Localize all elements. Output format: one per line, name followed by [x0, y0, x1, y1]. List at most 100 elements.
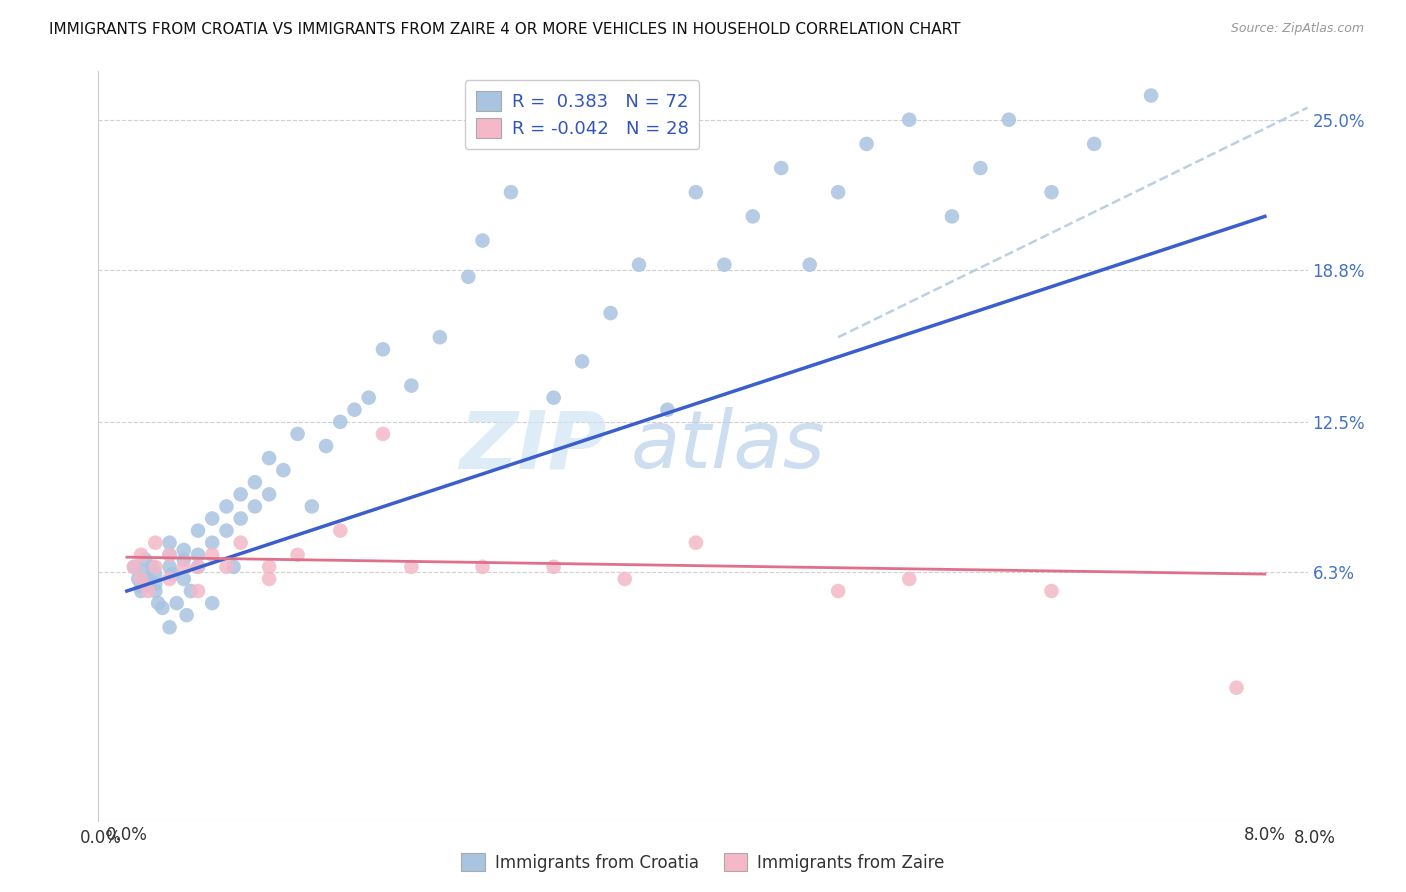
Point: [998, 112, 1021, 127]
Point: [129, 548, 152, 562]
Point: [159, 548, 181, 562]
Point: [215, 559, 238, 574]
Point: [657, 402, 679, 417]
Point: [129, 579, 152, 593]
Point: [180, 584, 202, 599]
Point: [741, 210, 763, 224]
Point: [229, 511, 252, 525]
Point: [257, 559, 280, 574]
Point: [173, 543, 195, 558]
Point: [371, 343, 394, 357]
Point: [201, 535, 224, 549]
Point: [457, 269, 479, 284]
Point: [215, 500, 238, 514]
Text: 8.0%: 8.0%: [1294, 829, 1336, 847]
Point: [159, 548, 181, 562]
Point: [401, 378, 423, 392]
Point: [136, 572, 159, 586]
Point: [1225, 681, 1247, 695]
Point: [827, 584, 849, 599]
Point: [127, 572, 149, 586]
Point: [122, 559, 145, 574]
Point: [287, 548, 309, 562]
Point: [201, 548, 224, 562]
Point: [898, 572, 921, 586]
Point: [129, 584, 152, 599]
Point: [1040, 185, 1063, 199]
Point: [146, 596, 169, 610]
Point: [685, 535, 707, 549]
Point: [141, 559, 163, 574]
Point: [343, 402, 366, 417]
Point: [222, 559, 245, 574]
Point: [143, 559, 166, 574]
Point: [471, 559, 494, 574]
Point: [159, 535, 181, 549]
Point: [136, 576, 159, 591]
Point: [543, 559, 565, 574]
Point: [162, 567, 184, 582]
Point: [770, 161, 793, 175]
Point: [329, 524, 352, 538]
Point: [499, 185, 522, 199]
Point: [173, 552, 195, 566]
Point: [273, 463, 295, 477]
Point: [941, 210, 963, 224]
Point: [229, 487, 252, 501]
Text: Source: ZipAtlas.com: Source: ZipAtlas.com: [1230, 22, 1364, 36]
Point: [201, 596, 224, 610]
Point: [122, 559, 145, 574]
Point: [143, 535, 166, 549]
Point: [166, 596, 188, 610]
Point: [132, 565, 155, 579]
Point: [613, 572, 636, 586]
Point: [257, 572, 280, 586]
Point: [176, 608, 198, 623]
Point: [187, 559, 209, 574]
Point: [357, 391, 380, 405]
Point: [152, 601, 174, 615]
Text: IMMIGRANTS FROM CROATIA VS IMMIGRANTS FROM ZAIRE 4 OR MORE VEHICLES IN HOUSEHOLD: IMMIGRANTS FROM CROATIA VS IMMIGRANTS FR…: [49, 22, 960, 37]
Point: [136, 584, 159, 599]
Point: [401, 559, 423, 574]
Point: [187, 584, 209, 599]
Point: [201, 511, 224, 525]
Point: [215, 524, 238, 538]
Point: [713, 258, 735, 272]
Point: [229, 535, 252, 549]
Point: [159, 559, 181, 574]
Point: [287, 426, 309, 441]
Point: [1140, 88, 1163, 103]
Point: [471, 234, 494, 248]
Point: [143, 576, 166, 591]
Point: [855, 136, 877, 151]
Point: [134, 552, 156, 566]
Text: 0.0%: 0.0%: [80, 829, 122, 847]
Point: [187, 524, 209, 538]
Point: [1040, 584, 1063, 599]
Point: [173, 572, 195, 586]
Point: [243, 475, 266, 490]
Point: [571, 354, 593, 368]
Legend: Immigrants from Croatia, Immigrants from Zaire: Immigrants from Croatia, Immigrants from…: [453, 845, 953, 880]
Point: [173, 559, 195, 574]
Text: atlas: atlas: [630, 407, 825, 485]
Point: [159, 620, 181, 634]
Point: [543, 391, 565, 405]
Point: [627, 258, 650, 272]
Point: [429, 330, 451, 344]
Point: [1083, 136, 1105, 151]
Point: [827, 185, 849, 199]
Point: [301, 500, 323, 514]
Point: [599, 306, 621, 320]
Point: [799, 258, 821, 272]
Point: [257, 451, 280, 466]
Point: [315, 439, 337, 453]
Point: [329, 415, 352, 429]
Point: [243, 500, 266, 514]
Point: [371, 426, 394, 441]
Point: [143, 567, 166, 582]
Legend: R =  0.383   N = 72, R = -0.042   N = 28: R = 0.383 N = 72, R = -0.042 N = 28: [465, 80, 699, 149]
Point: [969, 161, 991, 175]
Point: [187, 559, 209, 574]
